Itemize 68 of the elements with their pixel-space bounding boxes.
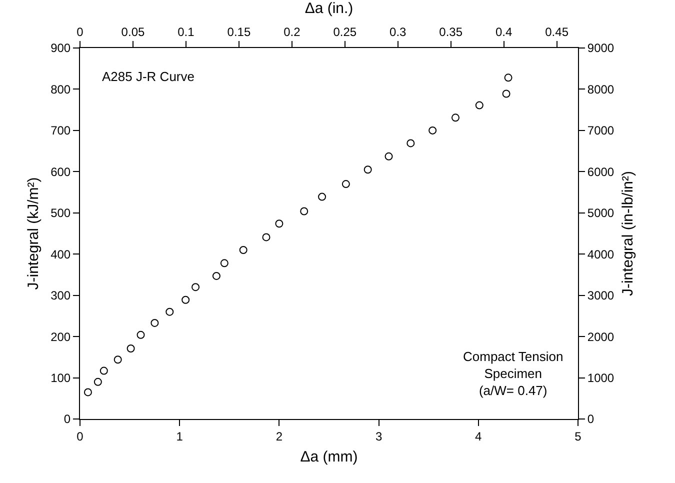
point bbox=[262, 233, 270, 242]
x-tick-label: 1 bbox=[176, 429, 184, 444]
y2-tick-label: 0 bbox=[587, 412, 594, 426]
x-tick-label: 4 bbox=[475, 429, 482, 444]
annotation: Compact Tension Specimen (a/W= 0.47) bbox=[463, 349, 564, 398]
point bbox=[84, 388, 92, 396]
point bbox=[502, 90, 510, 98]
y-tick-label: 100 bbox=[50, 370, 71, 385]
point bbox=[364, 166, 372, 174]
y-tick-label: 900 bbox=[50, 41, 71, 56]
point bbox=[220, 259, 228, 268]
y2-tick-label: 2000 bbox=[587, 330, 614, 344]
annotation: A285 J-R Curve bbox=[102, 69, 194, 84]
point bbox=[166, 308, 174, 316]
y2-tick-label: 4000 bbox=[587, 247, 614, 262]
x-tick-label: 5 bbox=[574, 429, 582, 444]
x-tick-label: 2 bbox=[276, 429, 283, 444]
x2-tick-label: 0.25 bbox=[333, 25, 357, 40]
y2-axis-title: J-integral (in-lb/in²) bbox=[619, 170, 636, 296]
x-tick-label: 3 bbox=[375, 429, 382, 444]
y-axis-title: J-integral (kJ/m²) bbox=[24, 177, 42, 290]
x-axis-title: Δa (mm) bbox=[300, 448, 358, 466]
y-tick-label: 300 bbox=[50, 288, 71, 303]
point bbox=[475, 101, 484, 110]
point bbox=[192, 283, 200, 292]
point bbox=[239, 246, 248, 254]
point bbox=[182, 296, 190, 304]
point bbox=[428, 126, 437, 134]
x2-tick-label: 0 bbox=[76, 25, 84, 40]
point bbox=[275, 220, 284, 228]
x2-tick-label: 0.3 bbox=[390, 25, 407, 40]
x2-axis-title: Δa (in.) bbox=[304, 0, 354, 17]
y2-tick-label: 7000 bbox=[587, 124, 614, 138]
x2-tick-label: 0.05 bbox=[121, 25, 145, 40]
y2-tick-label: 5000 bbox=[587, 206, 614, 220]
x2-tick-label: 0.35 bbox=[439, 25, 463, 40]
point bbox=[114, 356, 122, 364]
point bbox=[451, 114, 460, 122]
point bbox=[318, 192, 326, 201]
y2-tick-label: 9000 bbox=[587, 41, 614, 56]
y-tick-label: 800 bbox=[50, 82, 71, 96]
x2-tick-label: 0.4 bbox=[495, 25, 512, 40]
point bbox=[136, 330, 145, 339]
point bbox=[406, 139, 415, 148]
y2-tick-label: 1000 bbox=[587, 370, 614, 385]
point bbox=[126, 344, 135, 353]
y-tick-label: 500 bbox=[50, 206, 71, 220]
point bbox=[504, 74, 512, 82]
y-tick-label: 0 bbox=[64, 412, 71, 426]
y-tick-label: 600 bbox=[50, 164, 71, 179]
point bbox=[212, 272, 220, 280]
point bbox=[300, 207, 308, 216]
point bbox=[384, 152, 393, 160]
y-tick-label: 700 bbox=[50, 124, 71, 138]
y-tick-label: 400 bbox=[50, 247, 71, 262]
x2-tick-label: 0.2 bbox=[284, 25, 301, 40]
y2-tick-label: 8000 bbox=[587, 82, 614, 96]
point bbox=[150, 318, 159, 327]
x2-tick-label: 0.45 bbox=[545, 25, 569, 40]
point bbox=[100, 366, 108, 375]
point bbox=[94, 378, 102, 386]
y2-tick-label: 3000 bbox=[587, 288, 614, 303]
y2-tick-label: 6000 bbox=[587, 164, 614, 179]
x2-tick-label: 0.15 bbox=[227, 25, 251, 40]
x-tick-label: 0 bbox=[76, 429, 84, 444]
y-tick-label: 200 bbox=[50, 330, 71, 344]
point bbox=[342, 180, 350, 188]
x2-tick-label: 0.1 bbox=[178, 25, 195, 40]
